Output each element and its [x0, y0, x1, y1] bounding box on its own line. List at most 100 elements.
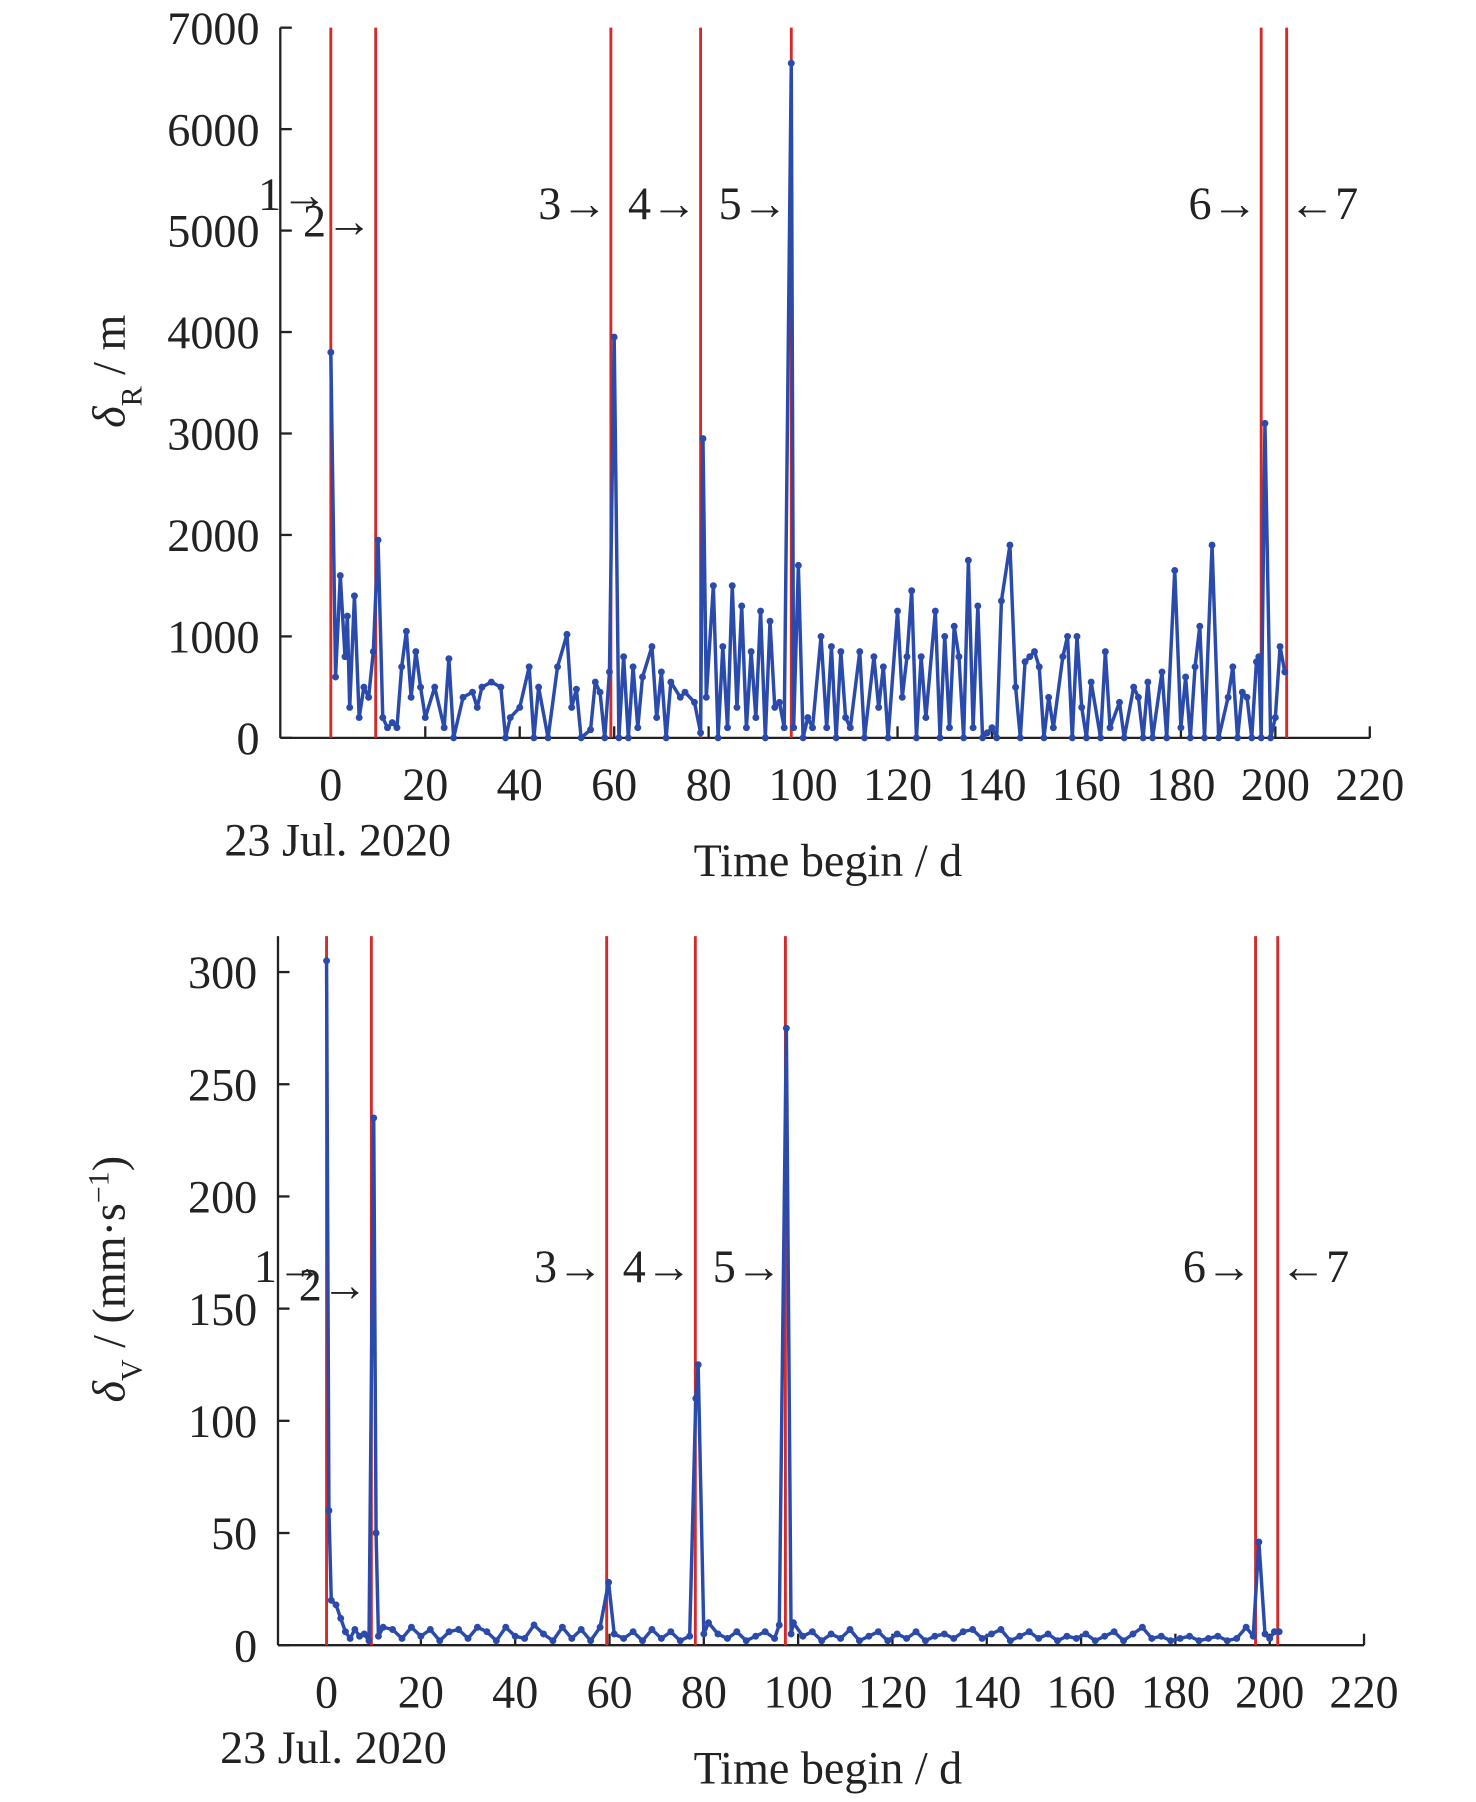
- data-point: [827, 643, 835, 651]
- data-point: [1101, 648, 1109, 656]
- data-point: [421, 714, 429, 722]
- data-point: [521, 1635, 529, 1642]
- data-point: [1214, 1632, 1222, 1640]
- data-point: [436, 1637, 444, 1645]
- data-point: [776, 698, 783, 706]
- data-point: [657, 1635, 665, 1642]
- data-point: [969, 724, 977, 732]
- data-point: [1130, 683, 1138, 691]
- data-point: [723, 1635, 731, 1642]
- data-point: [629, 1628, 637, 1636]
- y-label-part: ): [84, 1156, 135, 1171]
- data-point: [978, 1635, 986, 1642]
- data-point: [794, 561, 802, 569]
- data-point: [369, 648, 377, 656]
- data-point: [733, 703, 741, 711]
- y-label-part: −1: [82, 1171, 115, 1203]
- data-point: [554, 663, 561, 671]
- data-point: [506, 714, 514, 722]
- data-point: [922, 1637, 929, 1645]
- data-point: [540, 1630, 547, 1638]
- x-tick-label: 100: [768, 759, 837, 810]
- data-point: [648, 1626, 656, 1633]
- data-point: [605, 668, 613, 676]
- y-tick-label: 0: [236, 713, 259, 764]
- data-point: [761, 1628, 769, 1636]
- data-point: [1275, 1628, 1283, 1636]
- event-label: 2→: [303, 195, 372, 246]
- data-point: [346, 1635, 354, 1642]
- data-point: [1224, 693, 1232, 701]
- x-tick-label: 160: [1046, 1666, 1115, 1717]
- data-point: [620, 1635, 628, 1642]
- data-point: [738, 602, 746, 610]
- y-tick-label: 6000: [167, 104, 259, 155]
- data-point: [459, 693, 467, 701]
- data-point: [697, 729, 705, 737]
- data-point: [761, 734, 769, 742]
- data-point: [587, 726, 595, 734]
- event-label: 3→: [538, 178, 607, 229]
- x-tick-label: 220: [1335, 759, 1404, 810]
- data-point: [1276, 643, 1284, 651]
- data-line: [324, 960, 1280, 1643]
- data-point: [629, 663, 637, 671]
- data-point: [350, 592, 358, 600]
- data-point: [497, 683, 505, 691]
- data-point: [483, 1628, 491, 1636]
- data-point: [959, 1628, 967, 1636]
- data-point: [799, 734, 807, 742]
- y-axis-label: δV / (mm·s−1): [82, 1156, 148, 1403]
- event-label: 5→: [719, 178, 788, 229]
- data-point: [360, 683, 368, 691]
- data-point: [714, 1630, 722, 1638]
- data-point: [960, 734, 968, 742]
- data-point: [950, 1635, 958, 1642]
- data-point: [742, 724, 750, 732]
- data-point: [1234, 734, 1242, 742]
- data-point: [855, 1637, 863, 1645]
- data-point: [917, 653, 925, 661]
- data-point: [733, 1628, 741, 1636]
- data-point: [865, 1632, 873, 1640]
- y-tick-label: 150: [188, 1284, 257, 1335]
- data-point: [1072, 1635, 1080, 1642]
- x-tick-label: 120: [858, 1666, 927, 1717]
- data-point: [1186, 1632, 1194, 1640]
- data-point: [568, 703, 576, 711]
- data-point: [787, 59, 795, 67]
- data-line: [329, 61, 1287, 740]
- data-point: [940, 1630, 948, 1638]
- data-point: [417, 1632, 425, 1640]
- data-point: [752, 1632, 760, 1640]
- data-point: [431, 683, 439, 691]
- data-point: [1233, 1635, 1241, 1642]
- data-point: [1149, 734, 1157, 742]
- data-point: [502, 1623, 510, 1631]
- y-tick-label: 7000: [167, 3, 259, 54]
- y-axis-label: δR / m: [84, 315, 149, 428]
- data-point: [417, 683, 425, 691]
- event-label: 5→: [713, 1241, 782, 1292]
- data-point: [931, 607, 939, 615]
- data-point: [1229, 663, 1237, 671]
- data-point: [1064, 632, 1072, 640]
- data-point: [662, 734, 670, 742]
- data-point: [469, 688, 476, 696]
- data-point: [894, 607, 901, 615]
- data-point: [719, 643, 727, 651]
- data-point: [440, 724, 448, 732]
- data-point: [1208, 541, 1216, 549]
- data-point: [757, 607, 765, 615]
- data-point: [1257, 734, 1265, 742]
- data-point: [789, 1619, 797, 1627]
- data-point: [332, 673, 340, 681]
- data-point: [487, 678, 495, 686]
- data-point: [1116, 698, 1123, 706]
- y-tick-label: 0: [234, 1620, 257, 1671]
- data-point: [667, 1628, 675, 1636]
- y-tick-label: 3000: [167, 409, 259, 460]
- data-point: [473, 703, 481, 711]
- data-point: [1158, 668, 1166, 676]
- data-point: [955, 653, 963, 661]
